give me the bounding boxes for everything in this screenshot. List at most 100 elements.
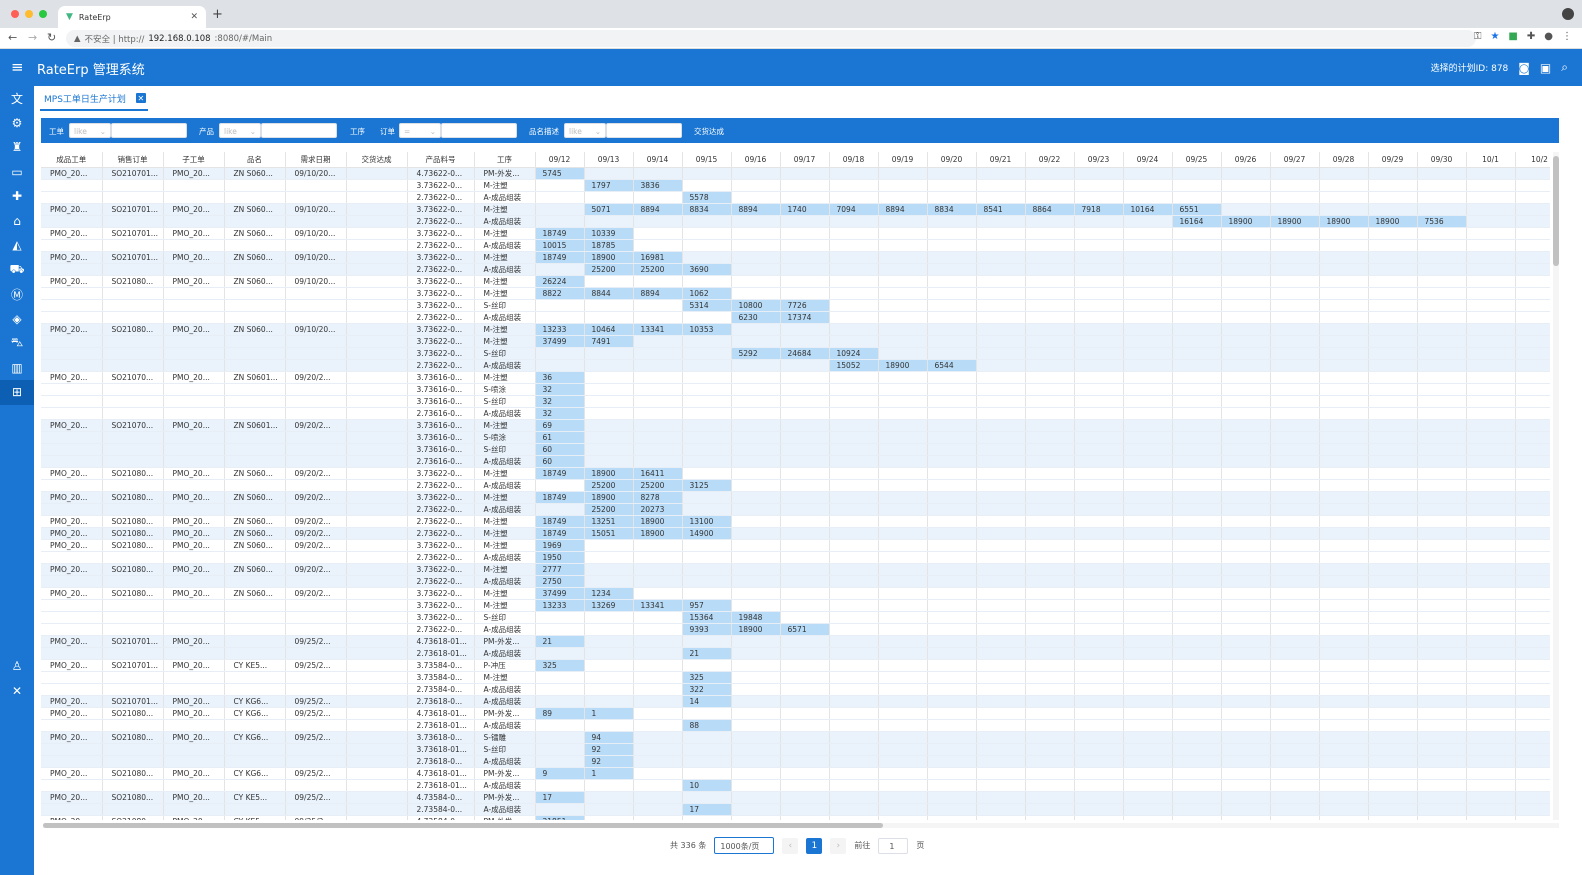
forward-icon[interactable]: → [28, 31, 38, 44]
table-row[interactable]: PMO_20... SO21070... PMO_20... ZN S0601... 0… [41, 419, 1550, 432]
column-header[interactable]: 10/1 [1466, 152, 1516, 168]
column-header[interactable]: 09/18 [829, 152, 879, 168]
table-row[interactable]: 2.73584-0... A-成品组装 17 [41, 803, 1550, 816]
bookmark-star-icon[interactable]: ★ [1490, 31, 1500, 42]
table-row[interactable]: 3.73616-0... S-丝印 60 [41, 443, 1550, 456]
table-row[interactable]: 2.73618-0... A-成品组装 92 [41, 755, 1550, 768]
table-row[interactable]: 3.73618-01... S-丝印 92 [41, 743, 1550, 756]
table-row[interactable]: PMO_20... SO21080... PMO_20... ZN S060... 09… [41, 467, 1550, 480]
puzzle-module-icon[interactable]: ✚ [11, 189, 23, 204]
column-header[interactable]: 09/12 [535, 152, 585, 168]
filter-workorder-op-select[interactable]: like ⌄ [69, 123, 111, 138]
column-header[interactable]: 成品工单 [41, 152, 103, 168]
table-row[interactable]: 2.73616-0... A-成品组装 60 [41, 455, 1550, 468]
forklift-icon[interactable]: ⛍ [10, 335, 24, 350]
menu-dots-icon[interactable]: ⋮ [1562, 31, 1572, 42]
new-tab-button[interactable]: + [212, 7, 223, 22]
table-row[interactable]: PMO_20...SO21080...PMO_20...CY KE5...09/… [41, 815, 1550, 820]
column-header[interactable]: 09/29 [1368, 152, 1418, 168]
table-row[interactable]: 3.73622-0... M-注塑 37499 7491 [41, 335, 1550, 348]
table-row[interactable]: 2.73622-0... A-成品组装 5578 [41, 191, 1550, 204]
table-row[interactable]: PMO_20...SO21080...PMO_20...CY KE5...09/… [41, 791, 1550, 804]
table-row[interactable]: 2.73622-0... A-成品组装 25200 20273 [41, 503, 1550, 516]
column-header[interactable]: 需求日期 [285, 152, 347, 168]
table-row[interactable]: PMO_20... SO21080... PMO_20... CY KG6... 09/… [41, 707, 1550, 720]
tab-mps-plan[interactable]: MPS工单日生产计划 ✕ [40, 91, 148, 111]
engineer-icon[interactable]: ♙ [11, 659, 23, 674]
column-header[interactable]: 09/23 [1074, 152, 1124, 168]
goto-page-input[interactable]: 1 [878, 837, 909, 854]
table-row[interactable]: PMO_20... SO21080... PMO_20... ZN S060... 09… [41, 527, 1550, 540]
table-row[interactable]: PMO_20... SO210701... PMO_20... ZN S060... 0… [41, 167, 1550, 180]
menu-toggle-icon[interactable]: ≡ [11, 58, 24, 76]
column-header[interactable]: 09/27 [1270, 152, 1320, 168]
column-header[interactable]: 09/25 [1172, 152, 1222, 168]
key-icon[interactable]: ⚿ [1473, 31, 1482, 42]
table-row[interactable]: 2.73618-01... A-成品组装 88 [41, 719, 1550, 732]
table-row[interactable]: PMO_20... SO210701... PMO_20... CY KE5... 09… [41, 659, 1550, 672]
tab-search-icon[interactable] [1562, 8, 1574, 20]
column-header[interactable]: 09/14 [633, 152, 683, 168]
table-row[interactable]: 3.73622-0... M-注塑 8822 8844 8894 1062 [41, 287, 1550, 300]
camera-icon[interactable]: ◙ [1518, 60, 1530, 75]
table-row[interactable]: 2.73622-0... A-成品组装 15052 18900 6544 [41, 359, 1550, 372]
close-tab-icon[interactable]: ✕ [135, 93, 146, 103]
back-icon[interactable]: ← [8, 31, 18, 44]
table-row[interactable]: 3.73622-0... M-注塑 1797 3836 [41, 179, 1550, 192]
minimize-window-button[interactable] [25, 10, 33, 18]
table-row[interactable]: PMO_20... SO21080... PMO_20... ZN S060... 09… [41, 515, 1550, 528]
account-icon[interactable]: ▣ [1539, 60, 1552, 75]
sitemap-icon[interactable]: ⊞ [0, 380, 34, 405]
computer-icon[interactable]: ▭ [11, 164, 23, 179]
table-row[interactable]: 2.73622-0... A-成品组装 16164 18900 18900 18900 18… [41, 215, 1550, 228]
bank-icon[interactable]: ⌂ [13, 213, 21, 228]
vertical-scrollbar[interactable] [1553, 152, 1559, 820]
extension-icon[interactable]: ■ [1508, 31, 1518, 42]
table-row[interactable]: PMO_20... SO21080... PMO_20... CY KG6... 09/… [41, 731, 1550, 744]
page-size-select[interactable]: 1000条/页 [714, 837, 775, 854]
url-input[interactable]: ▲ 不安全 | http://192.168.0.108:8080/#/Main [66, 30, 1476, 47]
table-row[interactable]: 2.73618-01... A-成品组装 21 [41, 647, 1550, 660]
filter-product-op-select[interactable]: like ⌄ [219, 123, 261, 138]
filter-order-op-select[interactable]: = ⌄ [399, 123, 441, 138]
filter-delivery-label[interactable]: 交货达成 [694, 127, 724, 136]
table-row[interactable]: PMO_20... SO21070... PMO_20... ZN S0601... 0… [41, 371, 1550, 384]
table-row[interactable]: 3.73616-0... S-丝印 32 [41, 395, 1550, 408]
column-header[interactable]: 09/19 [878, 152, 928, 168]
maximize-window-button[interactable] [39, 10, 47, 18]
filter-product-input[interactable] [261, 123, 337, 138]
column-header[interactable]: 09/22 [1025, 152, 1075, 168]
m-box-icon[interactable]: Ⓜ [10, 287, 23, 302]
truck-icon[interactable]: ⛟ [9, 261, 25, 276]
horizontal-scroll-thumb[interactable] [43, 823, 883, 828]
column-header[interactable]: 09/21 [976, 152, 1026, 168]
search-icon[interactable]: ⌕ [1561, 60, 1568, 74]
column-header[interactable]: 销售订单 [102, 152, 164, 168]
table-row[interactable]: 2.73616-0... A-成品组装 32 [41, 407, 1550, 420]
chart-area-icon[interactable]: ◭ [12, 238, 22, 253]
table-row[interactable]: 3.73622-0... S-丝印 15364 19848 [41, 611, 1550, 624]
profile-icon[interactable]: ● [1544, 31, 1553, 42]
table-row[interactable]: PMO_20... SO210701... PMO_20... CY KG6... 09… [41, 695, 1550, 708]
vertical-scroll-thumb[interactable] [1553, 156, 1559, 266]
column-header[interactable]: 10/2 [1515, 152, 1550, 168]
column-header[interactable]: 09/20 [927, 152, 977, 168]
table-row[interactable]: PMO_20... SO210701... PMO_20... ZN S060... 0… [41, 251, 1550, 264]
column-header[interactable]: 产品料号 [407, 152, 475, 168]
close-window-button[interactable] [11, 10, 19, 18]
table-row[interactable]: PMO_20... SO210701... PMO_20... ZN S060... 0… [41, 203, 1550, 216]
table-row[interactable]: 2.73622-0... A-成品组装 10015 18785 [41, 239, 1550, 252]
table-row[interactable]: 3.73622-0... S-丝印 5292 24684 10924 [41, 347, 1550, 360]
table-row[interactable]: 3.73616-0... S-喷涂 61 [41, 431, 1550, 444]
column-header[interactable]: 子工单 [163, 152, 225, 168]
filter-order-input[interactable] [441, 123, 517, 138]
table-row[interactable]: 2.73584-0... A-成品组装 322 [41, 683, 1550, 696]
table-row[interactable]: PMO_20... SO21080... PMO_20... CY KG6... 09/… [41, 767, 1550, 780]
close-tab-icon[interactable]: ✕ [190, 12, 198, 22]
table-row[interactable]: PMO_20... SO210701... PMO_20... ZN S060... 0… [41, 227, 1550, 240]
table-row[interactable]: PMO_20... SO21080... PMO_20... ZN S060... 09… [41, 323, 1550, 336]
column-header[interactable]: 交货达成 [346, 152, 408, 168]
table-row[interactable]: PMO_20... SO21080... PMO_20... ZN S060... 09… [41, 275, 1550, 288]
column-header[interactable]: 09/17 [780, 152, 830, 168]
table-row[interactable]: 2.73622-0... A-成品组装 25200 25200 3690 [41, 263, 1550, 276]
